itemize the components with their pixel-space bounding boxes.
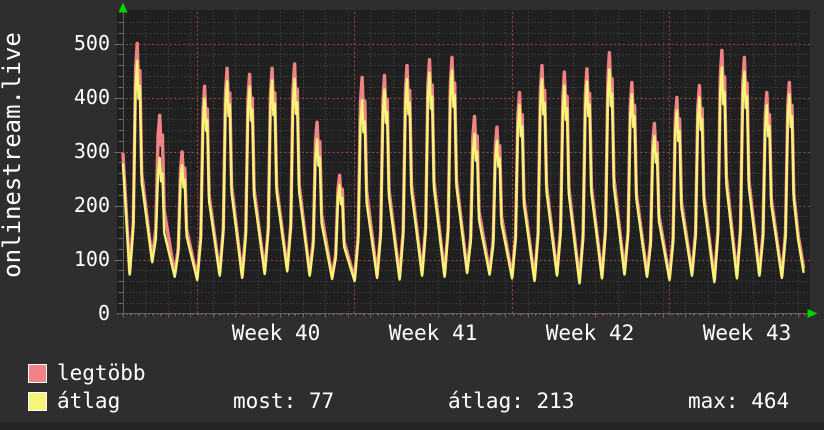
legend-label-max: legtöbb [57, 361, 146, 385]
y-axis-tick-label-400: 400 [73, 85, 110, 109]
legend-label-avg: átlag [57, 389, 121, 413]
y-axis-tick-label-300: 300 [73, 139, 110, 163]
x-axis-tick-label-week43: Week 43 [702, 321, 792, 345]
x-axis-tick-label-week40: Week 40 [231, 321, 321, 345]
y-axis-arrow-icon [118, 2, 128, 13]
y-axis-tick-label-500: 500 [73, 31, 110, 55]
x-axis-tick-label-week41: Week 41 [388, 321, 478, 345]
y-axis-tick-label-0: 0 [97, 301, 110, 325]
series-atlag-line [121, 59, 805, 285]
x-axis-tick-label-week42: Week 42 [545, 321, 635, 345]
legend-color-swatch-avg [28, 392, 47, 411]
window-bottom-edge [0, 422, 824, 430]
site-vertical-label: onlinestream.live [0, 32, 26, 278]
y-axis-tick-label-100: 100 [73, 247, 110, 271]
x-axis-arrow-icon [807, 309, 818, 318]
stat-atlag: átlag: 213 [448, 389, 575, 413]
legend-color-swatch-max [28, 364, 47, 383]
stat-most: most: 77 [233, 389, 335, 413]
y-axis-tick-label-200: 200 [73, 193, 110, 217]
stat-max: max: 464 [688, 389, 790, 413]
